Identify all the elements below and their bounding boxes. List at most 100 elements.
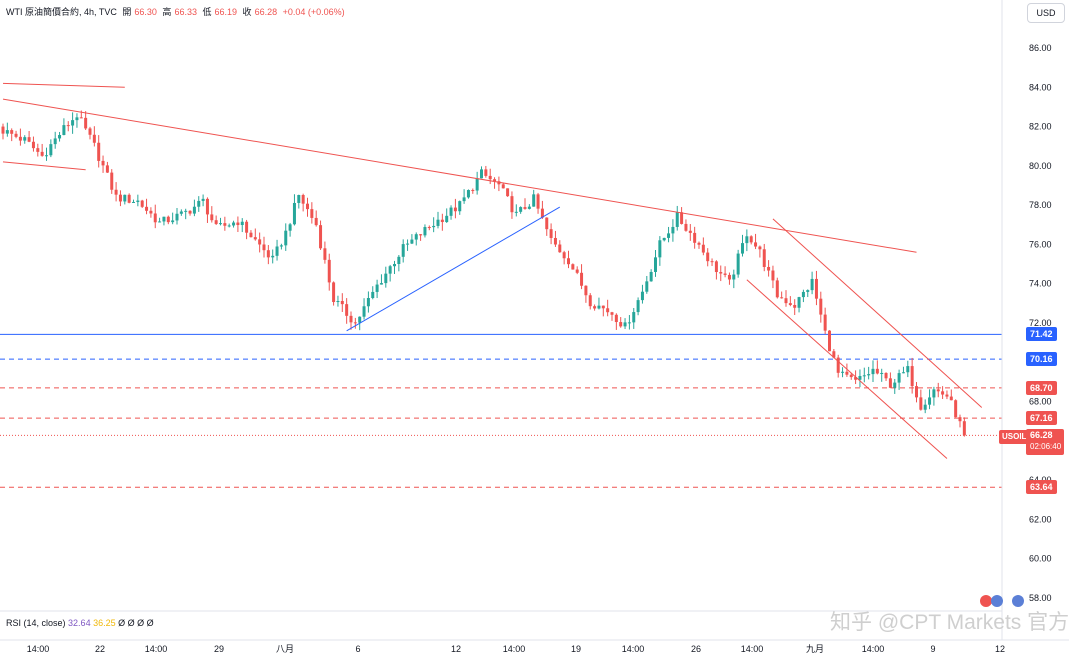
candle-body: [166, 216, 170, 223]
candle: [645, 275, 649, 294]
candle-body: [514, 211, 518, 213]
candle-body: [710, 261, 714, 263]
candle-body: [793, 304, 797, 308]
candle-body: [854, 377, 858, 380]
candle: [936, 382, 940, 398]
candle: [501, 182, 505, 189]
candle-body: [736, 253, 740, 275]
candle-body: [841, 371, 845, 373]
candle-body: [836, 357, 840, 373]
candle-body: [332, 282, 336, 303]
candles[interactable]: [1, 110, 966, 437]
candle-body: [497, 181, 501, 185]
candle: [145, 198, 149, 215]
candle-body: [688, 230, 692, 233]
candle: [158, 217, 162, 223]
candle-body: [236, 222, 240, 226]
candle: [597, 297, 601, 310]
candle: [745, 229, 749, 252]
candle-body: [532, 194, 536, 207]
candle: [132, 199, 135, 204]
candle-body: [362, 306, 366, 317]
candle: [10, 128, 14, 142]
candle: [301, 193, 305, 212]
candle: [580, 264, 584, 290]
candle: [27, 130, 31, 143]
candle: [480, 166, 483, 179]
y-tick-label: 64.00: [1029, 475, 1052, 485]
candle: [227, 223, 231, 228]
candle: [593, 304, 597, 311]
candle-body: [919, 397, 923, 410]
candle-body: [901, 372, 905, 374]
candle: [523, 198, 527, 210]
candle: [340, 293, 344, 312]
rsi-indicator-header[interactable]: RSI (14, close) 32.64 36.25 Ø Ø Ø Ø: [6, 618, 154, 628]
y-tick-label: 62.00: [1029, 514, 1052, 524]
candle-body: [101, 160, 105, 166]
candle-body: [205, 198, 209, 215]
candle: [97, 135, 101, 168]
candle-body: [510, 196, 514, 213]
candle: [214, 215, 218, 226]
candle: [880, 368, 884, 382]
candle-body: [928, 397, 932, 405]
candle-body: [297, 195, 301, 203]
candle: [484, 165, 488, 178]
candle-body: [23, 137, 27, 141]
candle: [166, 215, 170, 225]
candle: [436, 211, 440, 229]
candle: [614, 313, 618, 330]
candle: [897, 369, 901, 390]
candle-body: [40, 151, 44, 156]
candle: [45, 147, 48, 161]
candle-body: [319, 225, 323, 249]
candle: [353, 317, 357, 329]
candle: [623, 318, 627, 330]
candle: [867, 366, 871, 380]
candle-body: [366, 298, 370, 307]
candle-body: [788, 303, 792, 305]
trend-lines[interactable]: [2, 82, 983, 459]
x-tick-label: 12: [995, 644, 1005, 654]
candle-body: [306, 203, 309, 210]
candle: [197, 196, 201, 212]
symbol-header: WTI 原油簡價合約, 4h, TVC 開 66.30 高 66.33 低 66.19…: [6, 5, 348, 18]
candle: [471, 188, 475, 194]
candle-body: [31, 141, 35, 149]
candle: [941, 386, 945, 399]
candle-body: [258, 239, 262, 245]
candle: [275, 239, 279, 261]
candle: [88, 126, 92, 140]
currency-button[interactable]: USD: [1027, 3, 1065, 23]
candle-body: [488, 175, 492, 180]
open-label: 開: [122, 7, 132, 17]
candle-body: [62, 125, 66, 136]
candle: [66, 121, 70, 132]
candle: [649, 269, 653, 282]
candle: [706, 248, 710, 267]
candle: [667, 226, 671, 243]
candle: [136, 194, 140, 207]
candle-body: [954, 400, 958, 418]
candle-body: [658, 240, 662, 258]
candle: [371, 286, 375, 300]
horizontal-levels[interactable]: [0, 333, 1002, 488]
candle-body: [588, 295, 592, 307]
candle: [801, 289, 805, 303]
y-tick-label: 86.00: [1029, 43, 1052, 53]
candle: [875, 360, 879, 375]
candle: [192, 199, 196, 217]
symbol-title[interactable]: WTI 原油簡價合約, 4h, TVC: [6, 7, 117, 17]
candle-body: [915, 386, 918, 398]
candle: [680, 207, 684, 225]
candle-body: [662, 237, 666, 241]
candle: [271, 249, 275, 264]
rsi-value-2: 36.25: [93, 618, 116, 628]
candle-body: [71, 120, 75, 126]
candle-body: [910, 366, 914, 387]
candle: [749, 235, 753, 245]
candle-body: [845, 371, 849, 375]
candle-body: [884, 372, 888, 379]
